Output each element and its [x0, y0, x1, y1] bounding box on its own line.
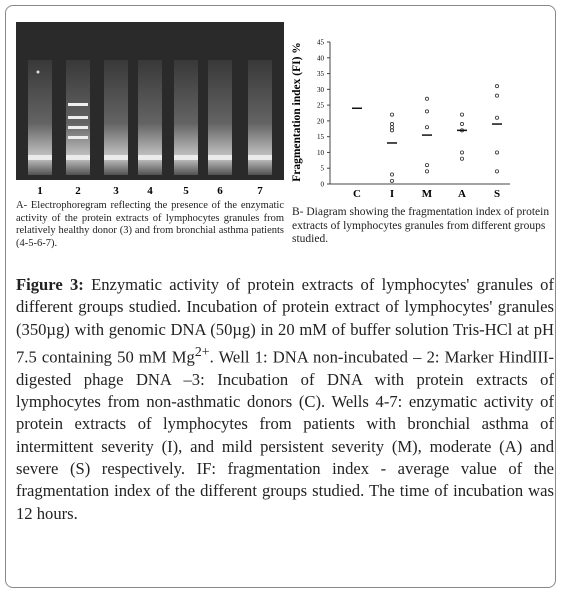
data-point [390, 128, 395, 133]
y-tick-label: 0 [321, 181, 325, 189]
data-point [424, 169, 429, 174]
gel-panel: 1 2 3 4 5 6 7 [16, 22, 284, 197]
caption-text: . Well 1: DNA non-incubated – 2: Marker … [16, 347, 554, 523]
lane-label: 5 [183, 185, 189, 197]
gel-band [174, 155, 198, 160]
data-point [494, 169, 499, 174]
data-point [459, 112, 464, 117]
data-point [424, 163, 429, 168]
y-tick-label: 25 [317, 102, 325, 110]
data-point [494, 84, 499, 89]
y-tick-label: 5 [321, 165, 325, 173]
x-tick-label: C [353, 188, 361, 200]
gel-band [138, 155, 162, 160]
lane-label: 4 [147, 185, 153, 197]
figure-caption: Figure 3: Enzymatic activity of protein … [16, 274, 554, 525]
y-tick-label: 30 [317, 86, 325, 94]
lane-label: 2 [75, 185, 81, 197]
figure-frame [5, 5, 556, 588]
gel-band [68, 126, 88, 129]
data-point [494, 115, 499, 120]
lane-label: 7 [257, 185, 263, 197]
gel-band [66, 155, 90, 160]
y-tick-label: 10 [317, 149, 325, 157]
data-point [459, 150, 464, 155]
caption-text: Enzymatic activity of protein extracts o… [16, 275, 554, 367]
y-tick-label: 35 [317, 70, 325, 78]
x-tick-label: I [390, 188, 394, 200]
gel-band [68, 136, 88, 139]
x-tick-label: M [422, 188, 433, 200]
data-point [390, 178, 395, 183]
data-point [390, 172, 395, 177]
data-point [459, 156, 464, 161]
data-point [424, 109, 429, 114]
data-point [459, 122, 464, 127]
gel-lanes [28, 60, 272, 175]
lane-label: 1 [37, 185, 43, 197]
caption-label: Figure 3: [16, 275, 84, 294]
data-point [494, 93, 499, 98]
y-tick-label: 15 [317, 133, 325, 141]
panel-b-caption: B- Diagram showing the fragmentation ind… [292, 206, 550, 245]
x-tick-label: S [494, 188, 500, 200]
lane-label: 6 [217, 185, 223, 197]
gel-band [208, 155, 232, 160]
y-tick-label: 45 [317, 39, 325, 47]
y-tick-label: 20 [317, 117, 325, 125]
chart: Fragmentation index (FI) % 0 5 10 15 20 25 30 3… [291, 39, 510, 200]
lane-label: 3 [113, 185, 119, 197]
data-point [390, 112, 395, 117]
y-axis-label: Fragmentation index (FI) % [291, 42, 303, 182]
gel-band [104, 155, 128, 160]
data-point [424, 96, 429, 101]
data-point [390, 122, 395, 127]
y-tick-label: 40 [317, 54, 325, 62]
gel-band [68, 116, 88, 119]
x-tick-label: A [458, 188, 466, 200]
data-point [424, 125, 429, 130]
gel-band [248, 155, 272, 160]
gel-spot [36, 70, 40, 74]
gel-band [68, 103, 88, 106]
data-point [494, 150, 499, 155]
gel-band [28, 155, 52, 160]
panel-a-caption: A- Electrophoregram reflecting the prese… [16, 200, 284, 249]
data-point [390, 125, 395, 130]
caption-superscript: 2+ [194, 343, 210, 359]
